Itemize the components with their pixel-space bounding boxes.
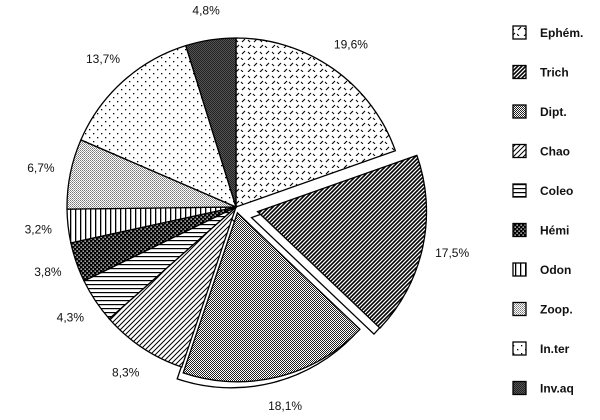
pie-labels: 19,6% 17,5% 18,1% 8,3% 4,3% 3,8% 3,2% 6,7% 13,7%… — [25, 3, 470, 413]
legend-swatch — [512, 380, 527, 396]
legend: Ephém. Trich Dipt. Chao Coleo Hémi Odon Zoop. In… — [512, 25, 583, 396]
legend-label: Inv.aq — [540, 382, 574, 396]
data-label: 6,7% — [27, 161, 55, 175]
data-label: 17,5% — [435, 246, 469, 260]
legend-label: Zoop. — [540, 303, 573, 317]
pie-slice-chao — [108, 204, 238, 368]
legend-label: Ephém. — [540, 26, 583, 40]
legend-swatch — [512, 301, 527, 317]
legend-label: Coleo — [540, 184, 573, 198]
legend-swatch — [512, 104, 527, 119]
pie-slice-dipt — [182, 211, 361, 383]
data-label: 18,1% — [268, 399, 302, 413]
legend-swatch — [512, 341, 527, 356]
legend-label: Dipt. — [540, 105, 567, 119]
data-label: 4,8% — [192, 3, 220, 17]
legend-swatch — [512, 25, 527, 40]
legend-label: In.ter — [540, 342, 570, 356]
legend-swatch — [512, 143, 527, 159]
pie-slice-invaq — [184, 37, 237, 208]
legend-label: Chao — [540, 145, 570, 159]
data-label: 3,8% — [34, 265, 62, 279]
data-label: 13,7% — [86, 52, 120, 66]
data-label: 4,3% — [57, 310, 85, 324]
data-label: 8,3% — [112, 366, 140, 380]
legend-swatch — [512, 262, 527, 277]
data-label: 19,6% — [334, 38, 368, 52]
pie-slice-inter — [80, 44, 238, 209]
pie-slice-ephém — [235, 37, 397, 208]
legend-swatch — [512, 222, 527, 238]
legend-label: Hémi — [540, 224, 569, 238]
data-label: 3,2% — [25, 222, 53, 236]
pie-slice-trich — [256, 154, 428, 329]
legend-label: Trich — [540, 66, 569, 80]
legend-label: Odon — [540, 263, 571, 277]
legend-swatch — [512, 183, 527, 198]
legend-swatch — [512, 64, 527, 80]
pie-slices — [66, 37, 428, 389]
